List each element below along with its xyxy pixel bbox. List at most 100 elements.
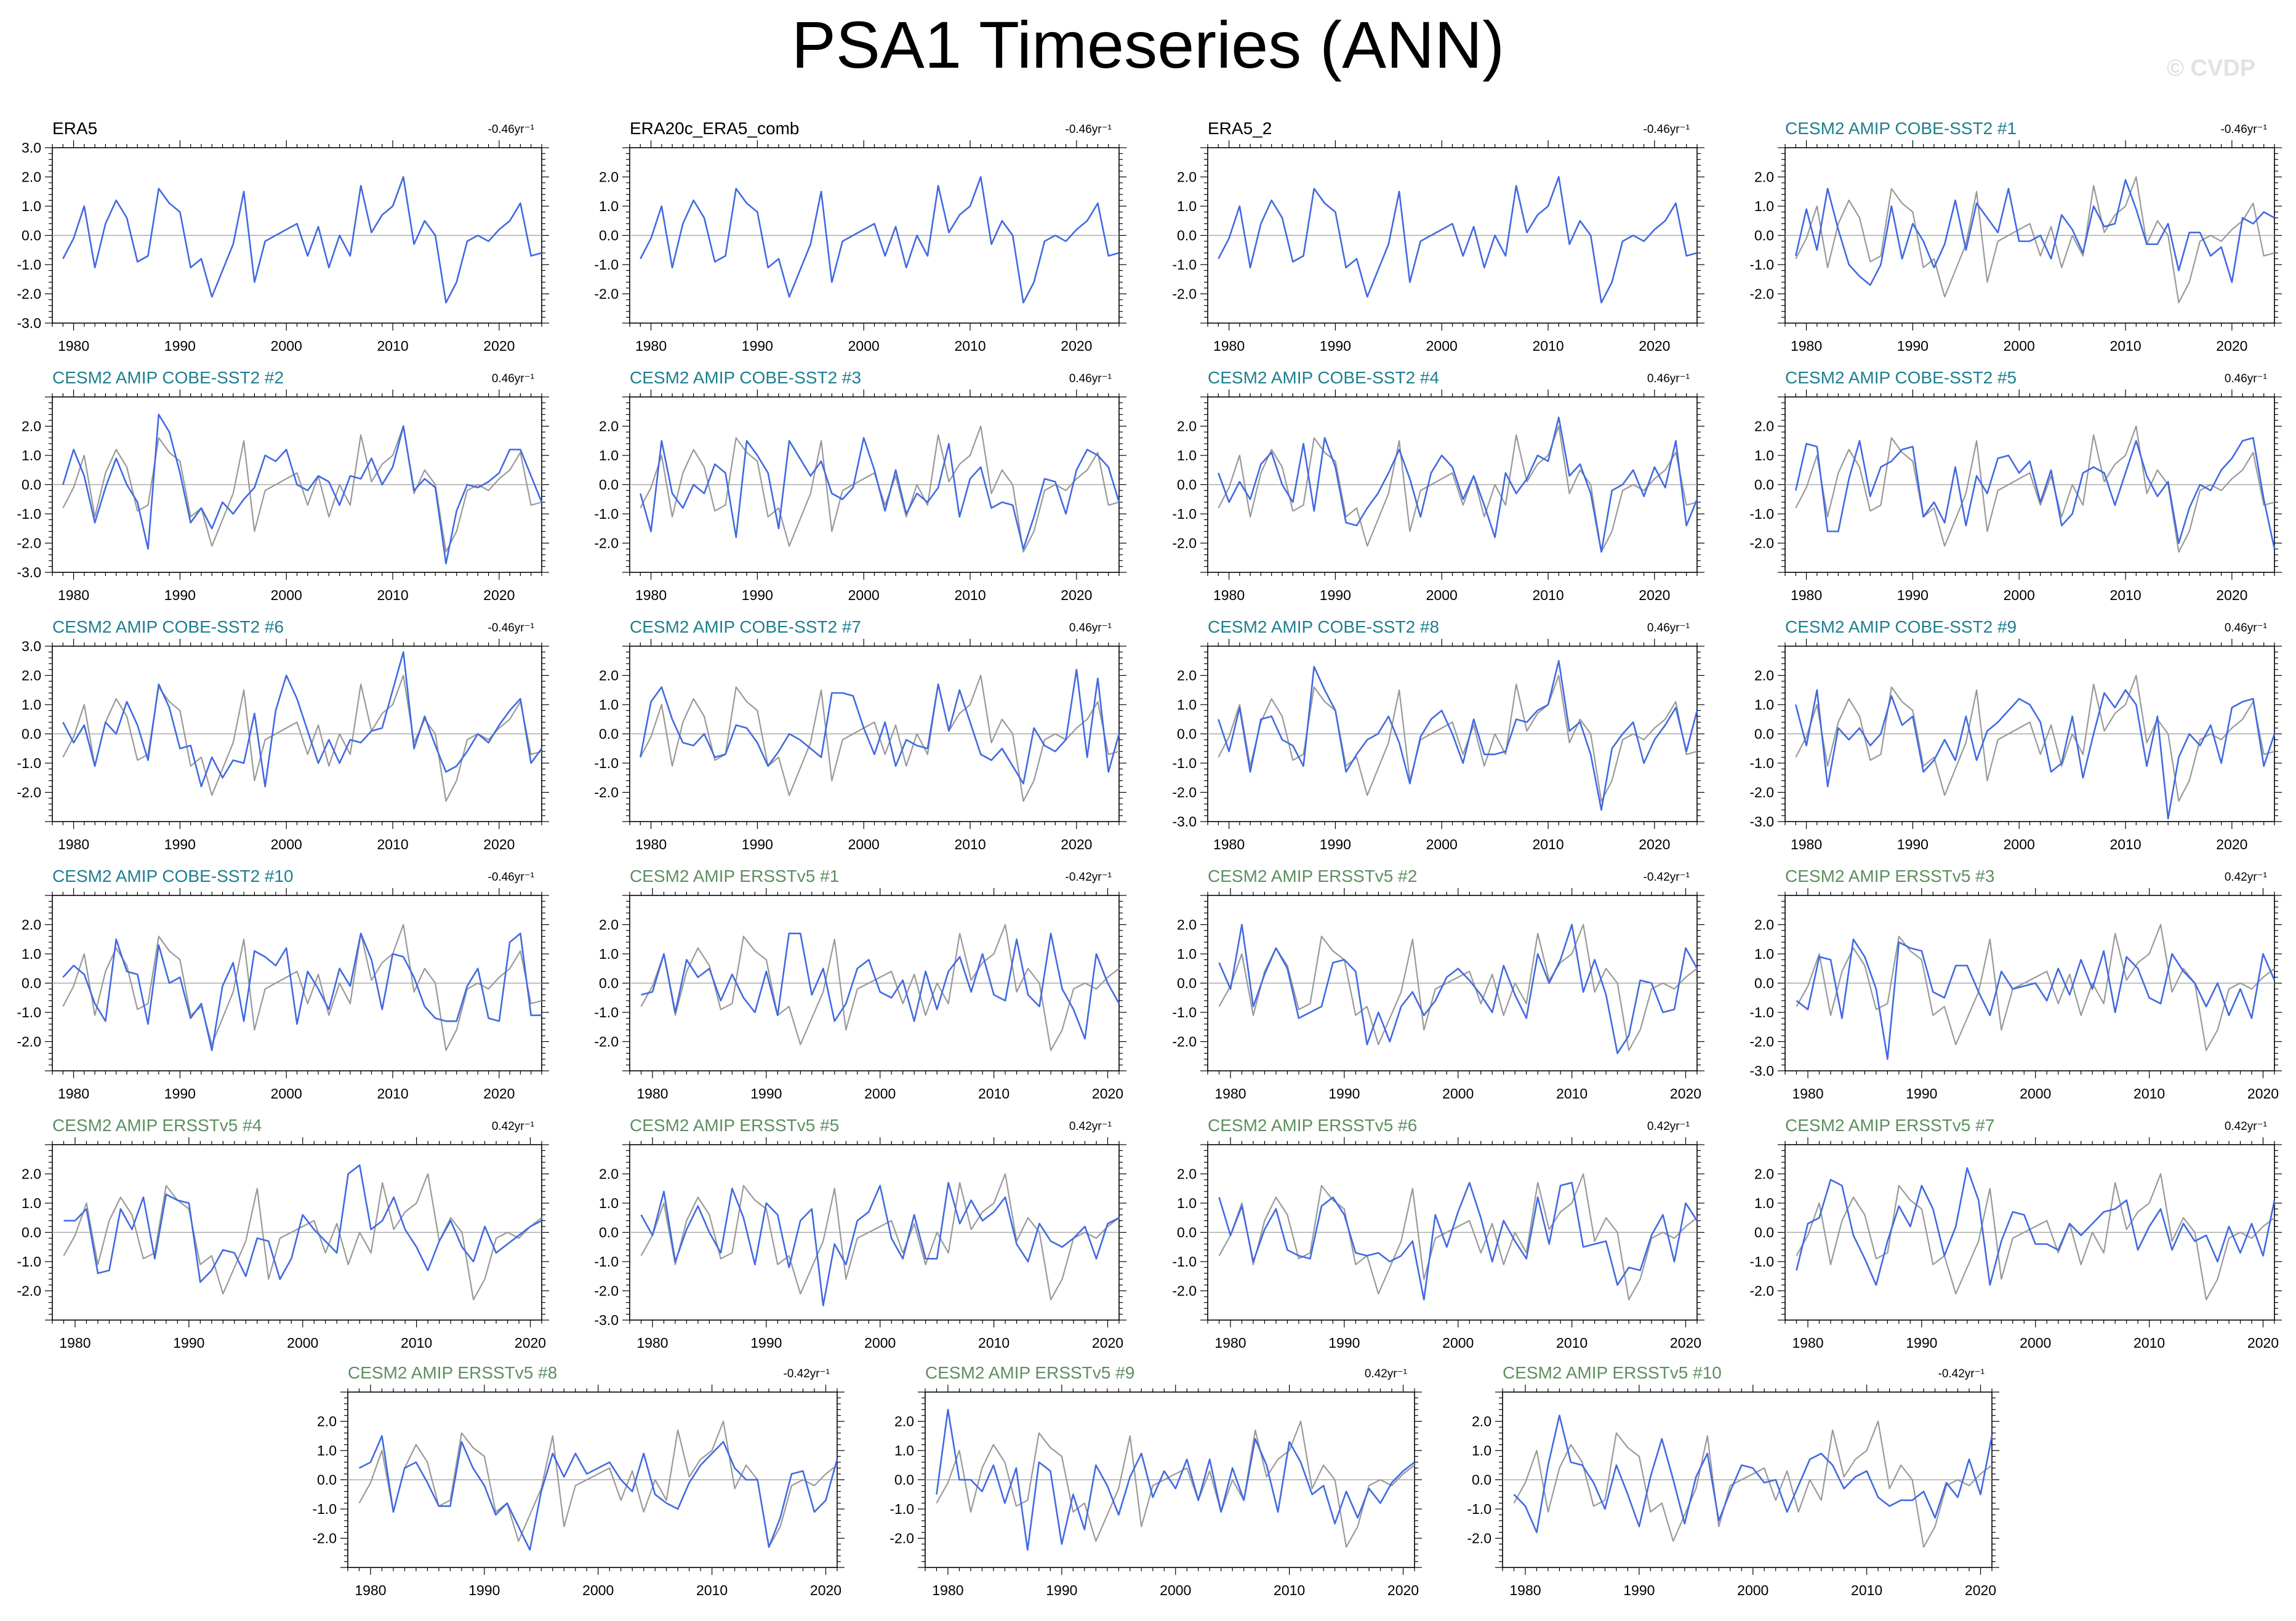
x-tick-label: 1980: [635, 338, 667, 354]
x-tick-label: 2000: [1426, 338, 1458, 354]
y-tick-label: -1.0: [312, 1501, 337, 1517]
x-tick-label: 1990: [1320, 587, 1351, 603]
y-tick-label: 2.0: [1754, 418, 1774, 434]
y-tick-label: 0.0: [1754, 228, 1774, 244]
x-tick-label: 2020: [810, 1582, 841, 1598]
y-tick-label: 1.0: [1754, 447, 1774, 463]
y-tick-label: -2.0: [1467, 1531, 1491, 1547]
y-tick-label: -1.0: [1467, 1501, 1491, 1517]
y-tick-label: -1.0: [594, 1254, 619, 1270]
panel-16: 2.0 1.0 0.0 -1.0 -2.0 -3.0 1980 1990 2000 2010 202…: [1749, 867, 2282, 1102]
x-tick-label: 2000: [848, 338, 880, 354]
model-series-line: [62, 651, 543, 788]
panel-14: 2.0 1.0 0.0 -1.0 -2.0 1980 1990 2000 2010 2020 CES…: [594, 867, 1126, 1102]
x-tick-label: 1990: [164, 587, 196, 603]
y-tick-label: 1.0: [1472, 1443, 1491, 1459]
y-tick-label: -3.0: [17, 315, 41, 331]
x-tick-label: 1990: [1320, 338, 1351, 354]
x-tick-label: 2000: [271, 338, 302, 354]
x-tick-label: 1990: [468, 1582, 500, 1598]
y-tick-label: 2.0: [599, 169, 619, 185]
y-tick-label: 2.0: [1177, 418, 1197, 434]
trend-label: -0.42yr⁻¹: [784, 1367, 830, 1380]
obs-series-line: [1218, 425, 1698, 553]
x-tick-label: 1980: [1791, 338, 1822, 354]
y-tick-label: 2.0: [599, 917, 619, 933]
panel-11: 2.0 1.0 0.0 -1.0 -2.0 -3.0 1980 1990 2000 2010 202…: [1172, 617, 1704, 852]
trend-label: 0.46yr⁻¹: [1069, 372, 1112, 385]
panel-title: CESM2 AMIP COBE-SST2 #1: [1785, 119, 2017, 138]
x-tick-label: 2020: [1092, 1086, 1123, 1102]
x-tick-label: 2000: [1426, 587, 1458, 603]
x-tick-label: 2010: [377, 587, 408, 603]
trend-label: -0.42yr⁻¹: [1644, 871, 1690, 884]
x-tick-label: 2020: [1639, 836, 1670, 852]
x-tick-label: 2000: [2004, 587, 2035, 603]
x-tick-label: 2010: [401, 1335, 432, 1351]
y-tick-label: -1.0: [1172, 1254, 1197, 1270]
y-tick-label: 2.0: [22, 418, 41, 434]
y-tick-label: -2.0: [1172, 1034, 1197, 1050]
y-tick-label: 2.0: [22, 917, 41, 933]
y-tick-label: 1.0: [22, 198, 41, 214]
x-tick-label: 1980: [58, 836, 89, 852]
y-tick-label: 2.0: [599, 668, 619, 684]
model-series-line: [1796, 1167, 2276, 1286]
y-tick-label: 2.0: [1177, 169, 1197, 185]
y-tick-label: 1.0: [1177, 447, 1197, 463]
y-tick-label: -1.0: [17, 1254, 41, 1270]
panel-title: CESM2 AMIP ERSSTv5 #5: [630, 1116, 839, 1135]
y-tick-label: -2.0: [1172, 286, 1197, 302]
x-tick-label: 2010: [1532, 338, 1563, 354]
panel-22: 2.0 1.0 0.0 -1.0 -2.0 1980 1990 2000 2010 2020 CES…: [889, 1363, 1422, 1598]
x-tick-label: 1990: [750, 1335, 782, 1351]
trend-label: 0.46yr⁻¹: [1069, 622, 1112, 634]
trend-label: 0.42yr⁻¹: [1069, 1120, 1112, 1133]
y-tick-label: 0.0: [1754, 726, 1774, 742]
panel-title: CESM2 AMIP COBE-SST2 #5: [1785, 368, 2017, 387]
y-tick-label: -2.0: [594, 286, 619, 302]
y-tick-label: 0.0: [894, 1472, 914, 1488]
trend-label: -0.42yr⁻¹: [1938, 1367, 1985, 1380]
y-tick-label: 2.0: [599, 1166, 619, 1182]
panel-10: 2.0 1.0 0.0 -1.0 -2.0 1980 1990 2000 2010 2020 CES…: [594, 617, 1126, 852]
x-tick-label: 2000: [287, 1335, 318, 1351]
model-series-line: [640, 1182, 1120, 1307]
panel-17: 2.0 1.0 0.0 -1.0 -2.0 1980 1990 2000 2010 2020 CES…: [17, 1116, 549, 1351]
y-tick-label: 0.0: [22, 228, 41, 244]
x-tick-label: 1980: [636, 1335, 668, 1351]
y-tick-label: 2.0: [1177, 917, 1197, 933]
panel-title: ERA20c_ERA5_comb: [630, 119, 799, 138]
x-tick-label: 1990: [164, 338, 196, 354]
obs-series-line: [1218, 1173, 1698, 1300]
y-tick-label: 2.0: [317, 1414, 337, 1430]
y-tick-label: 0.0: [599, 477, 619, 493]
y-tick-label: -1.0: [1749, 506, 1774, 522]
y-tick-label: 1.0: [599, 697, 619, 713]
trend-label: 0.46yr⁻¹: [2225, 372, 2267, 385]
obs-series-line: [62, 674, 542, 802]
panel-title: CESM2 AMIP COBE-SST2 #8: [1208, 617, 1439, 636]
x-tick-label: 2000: [864, 1086, 896, 1102]
page-title: PSA1 Timeseries (ANN): [791, 7, 1505, 82]
y-tick-label: 2.0: [1754, 1166, 1774, 1182]
x-tick-label: 1980: [1792, 1086, 1823, 1102]
x-tick-label: 2020: [1639, 338, 1670, 354]
y-tick-label: -1.0: [1172, 506, 1197, 522]
panel-title: CESM2 AMIP ERSSTv5 #7: [1785, 1116, 1994, 1135]
x-tick-label: 1990: [1046, 1582, 1077, 1598]
x-tick-label: 2000: [1160, 1582, 1191, 1598]
y-tick-label: 0.0: [599, 726, 619, 742]
trend-label: -0.42yr⁻¹: [1066, 871, 1112, 884]
y-tick-label: 2.0: [894, 1414, 914, 1430]
y-tick-label: -2.0: [17, 535, 41, 551]
x-tick-label: 2000: [2004, 836, 2035, 852]
x-tick-label: 2020: [1639, 587, 1670, 603]
y-tick-label: 1.0: [1177, 697, 1197, 713]
x-tick-label: 2000: [2020, 1086, 2051, 1102]
x-tick-label: 2000: [1737, 1582, 1768, 1598]
panel-1: 3.0 2.0 1.0 0.0 -1.0 -2.0 -3.0 1980 1990 2000 2010…: [17, 119, 549, 354]
obs-series-line: [936, 1420, 1415, 1548]
y-tick-label: 0.0: [22, 1225, 41, 1241]
x-tick-label: 1990: [173, 1335, 204, 1351]
